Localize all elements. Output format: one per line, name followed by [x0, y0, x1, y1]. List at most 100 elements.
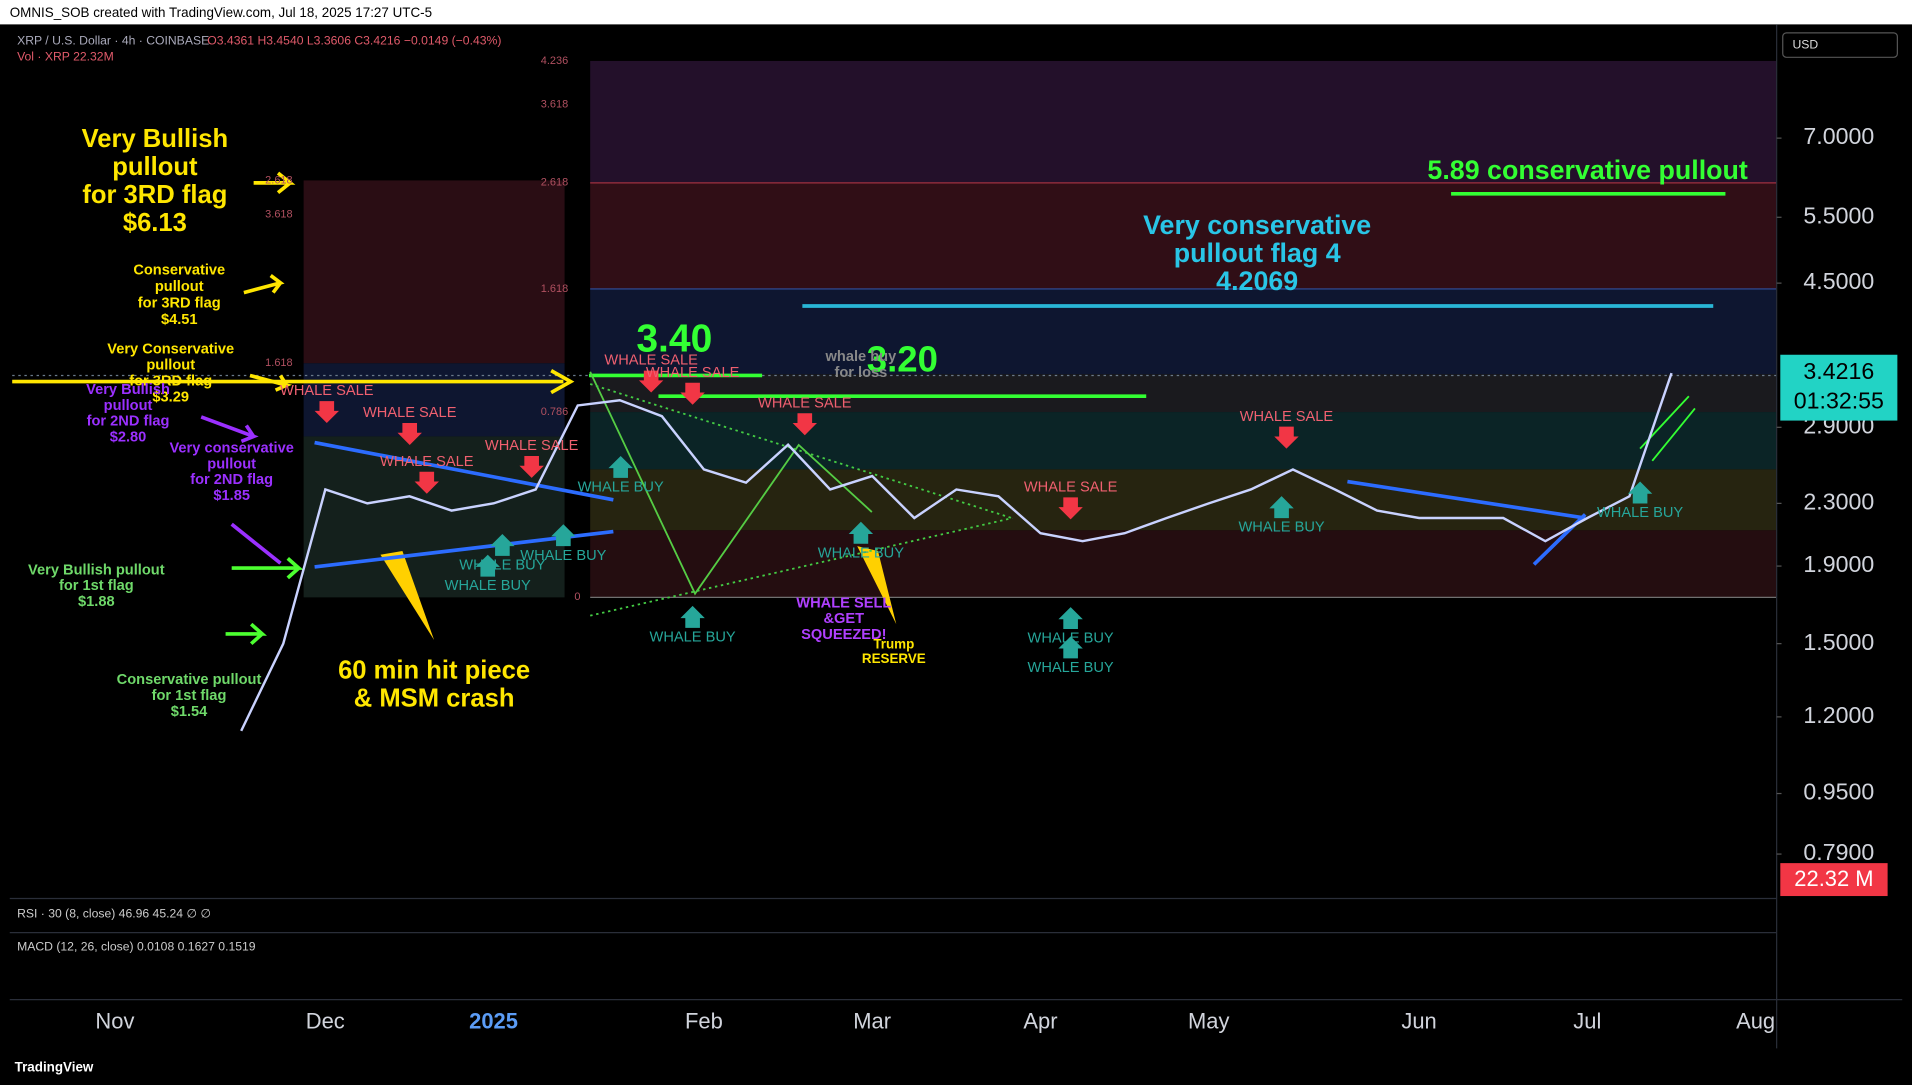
x-tick-label: May: [1188, 1009, 1229, 1034]
zone: [590, 469, 1777, 531]
y-tick-label: 4.5000: [1803, 268, 1874, 294]
zone: [590, 412, 1777, 470]
annotation: SQUEEZED!: [801, 627, 886, 643]
whale-sale: WHALE SALE: [646, 365, 740, 381]
zone: [590, 288, 1777, 375]
sale-arrow: [314, 401, 339, 424]
annotation: whale buy: [825, 349, 898, 365]
pattern: [589, 517, 1013, 617]
whale-buy: WHALE BUY: [650, 629, 736, 645]
annotation: 3.40: [636, 318, 712, 361]
annotation: Trump: [873, 636, 914, 651]
y-tick-label: 0.7900: [1803, 839, 1874, 865]
symbol: XRP / U.S. Dollar · 4h · COINBASE: [17, 34, 209, 48]
y-tick-label: 1.2000: [1803, 702, 1874, 728]
annotation: Very conservative: [1143, 210, 1371, 240]
arrow: [253, 171, 296, 195]
buy-arrow: [608, 455, 633, 478]
fib-label: 3.618: [265, 208, 292, 220]
sale-arrow: [1058, 497, 1083, 520]
zone: [303, 436, 565, 598]
annotation: 3.20: [867, 339, 938, 380]
drawings: [12, 171, 1777, 646]
annotation: Very Bullish: [86, 382, 170, 398]
whale-sale: WHALE SALE: [380, 454, 474, 470]
whale-buy: WHALE BUY: [818, 545, 904, 561]
annotation: pullout: [112, 153, 198, 181]
annotation: & MSM crash: [354, 685, 515, 713]
annotation: 5.89 conservative pullout: [1427, 155, 1747, 185]
x-tick-label: Mar: [853, 1009, 891, 1034]
y-tick-label: 5.5000: [1803, 202, 1874, 228]
whale-sale: WHALE SALE: [758, 395, 852, 411]
buy-arrow: [1058, 636, 1083, 659]
annotation: for 1st flag: [59, 578, 134, 594]
volume-last: 22.32 M: [1794, 866, 1873, 891]
fib-zones: [303, 60, 1777, 598]
price-line: [240, 372, 1673, 732]
zone: [590, 60, 1777, 183]
whale-buy: WHALE BUY: [1238, 520, 1324, 536]
buy-arrow: [1058, 607, 1083, 630]
buy-arrow: [475, 554, 500, 577]
currency-box: [1782, 32, 1898, 58]
annotation: $3.29: [152, 389, 189, 405]
volume-box: [1780, 863, 1888, 897]
sale-arrow: [414, 471, 439, 494]
annotation: &GET: [823, 611, 864, 627]
annotation: pullout: [104, 398, 153, 414]
annotation: for 2ND flag: [87, 414, 170, 430]
annotation: WHALE SELL: [796, 595, 891, 611]
x-tick-label: Jul: [1573, 1009, 1601, 1034]
zone: [590, 530, 1777, 598]
sale-arrow: [1274, 426, 1299, 449]
arrow: [230, 522, 282, 565]
volume-legend: Vol · XRP 22.32M: [17, 50, 114, 64]
arrow: [857, 546, 897, 625]
arrow-head: [550, 369, 575, 395]
sale-arrow: [680, 382, 705, 405]
y-tick-label: 1.9000: [1803, 551, 1874, 577]
countdown: 01:32:55: [1794, 387, 1884, 413]
zone: [590, 374, 1777, 413]
annotation: for 1st flag: [152, 688, 227, 704]
annotation: pullout: [146, 358, 195, 374]
y-tick-label: 7.0000: [1803, 123, 1874, 149]
annotation: RESERVE: [862, 651, 926, 666]
arrow: [200, 415, 259, 444]
trend-line: [314, 440, 614, 502]
annotation: for 3RD flag: [129, 373, 212, 389]
pattern: [589, 383, 1013, 519]
x-tick-label: Aug: [1736, 1009, 1775, 1034]
zone: [590, 182, 1777, 289]
whale-sale: WHALE SALE: [280, 383, 374, 399]
fib-label: 2.618: [265, 174, 292, 186]
annotation: pullout flag 4: [1174, 238, 1341, 268]
buy-arrow: [848, 521, 874, 544]
arrow: [231, 556, 304, 580]
x-tick-label: Jun: [1401, 1009, 1436, 1034]
annotation: for 2ND flag: [190, 472, 273, 488]
zone: [303, 180, 565, 364]
buy-arrow: [1627, 481, 1653, 504]
fib-label: 2.618: [541, 177, 568, 189]
whale-sale: WHALE SALE: [1240, 409, 1334, 425]
sale-arrow: [792, 413, 817, 436]
annotation: Very Conservative: [107, 342, 234, 358]
whale-buy: WHALE BUY: [445, 578, 531, 594]
trend-line: [1347, 479, 1586, 520]
header-bar: [0, 0, 1912, 25]
annotation: $1.85: [213, 488, 250, 504]
annotation: pullout: [155, 279, 204, 295]
annotation: Conservative: [133, 263, 225, 279]
y-tick-label: 0.9500: [1803, 779, 1874, 805]
buy-arrow: [490, 533, 515, 556]
annotation: for loss: [834, 365, 887, 381]
arrow: [249, 373, 293, 392]
sale-arrow: [519, 455, 544, 478]
annotation: 60 min hit piece: [338, 656, 530, 684]
annotation: for 3RD flag: [82, 181, 227, 209]
whale-sale: WHALE SALE: [1024, 480, 1118, 496]
